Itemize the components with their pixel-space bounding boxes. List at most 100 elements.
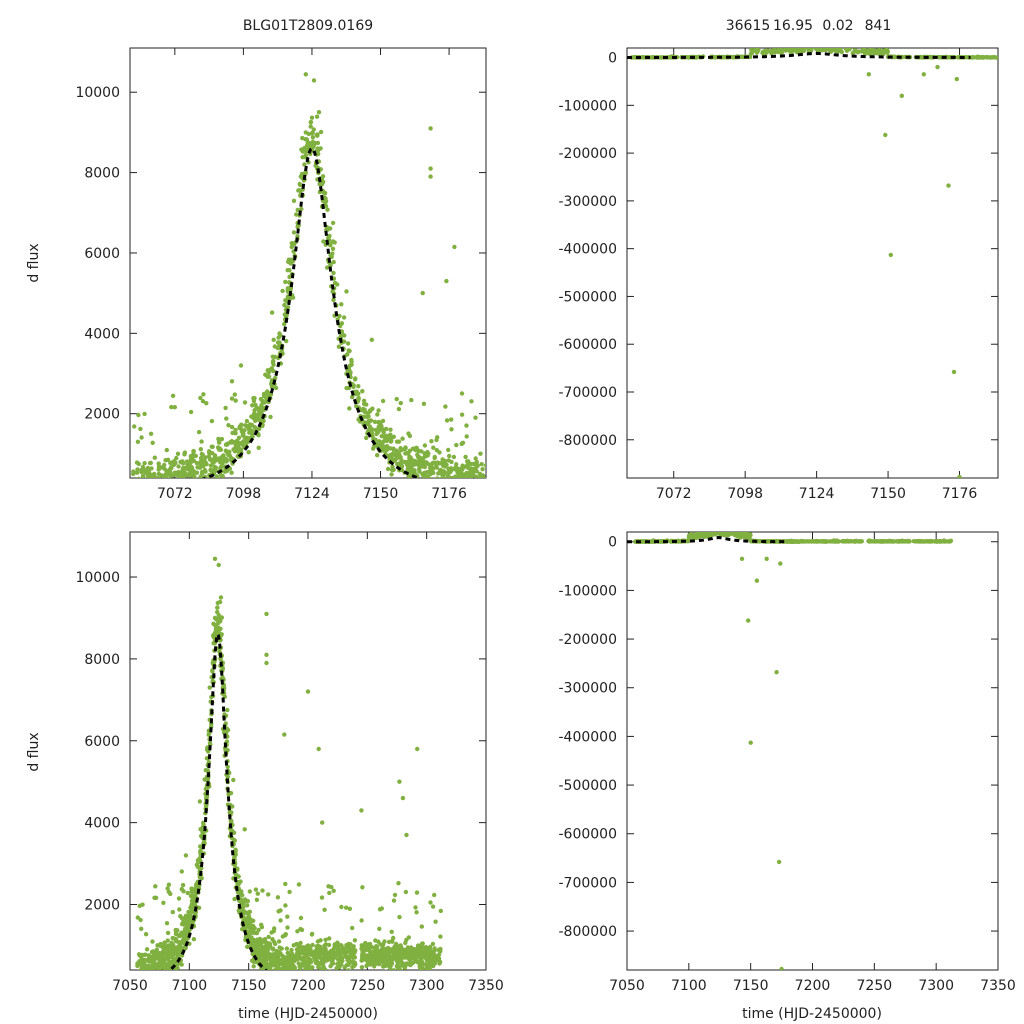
data-point bbox=[372, 959, 377, 964]
data-point bbox=[208, 457, 213, 462]
x-tick-label: 7150 bbox=[231, 978, 267, 994]
data-point bbox=[316, 147, 321, 152]
data-point bbox=[469, 487, 473, 491]
data-point bbox=[134, 470, 140, 475]
data-point bbox=[757, 539, 763, 544]
outlier-point bbox=[954, 76, 959, 82]
data-point bbox=[141, 973, 145, 977]
data-point bbox=[315, 939, 321, 944]
data-point bbox=[287, 274, 292, 280]
data-point bbox=[133, 479, 137, 483]
data-point bbox=[132, 478, 136, 482]
data-point bbox=[218, 472, 224, 478]
data-point bbox=[232, 896, 237, 902]
data-point bbox=[738, 535, 743, 540]
data-points bbox=[629, 48, 998, 478]
data-point bbox=[269, 968, 274, 970]
data-point bbox=[403, 889, 409, 895]
y-tick-label: 8000 bbox=[84, 166, 120, 182]
data-point bbox=[284, 338, 289, 344]
x-tick-label: 7050 bbox=[112, 978, 148, 994]
data-point bbox=[260, 947, 265, 952]
data-point bbox=[214, 629, 220, 634]
outlier-point bbox=[420, 290, 425, 296]
data-point bbox=[132, 495, 136, 499]
data-point bbox=[392, 944, 398, 949]
data-point bbox=[286, 972, 290, 976]
data-point bbox=[197, 799, 203, 804]
data-point bbox=[685, 538, 690, 544]
data-point bbox=[468, 479, 472, 483]
data-point bbox=[380, 442, 385, 447]
data-point bbox=[245, 944, 250, 949]
data-point bbox=[216, 447, 222, 452]
data-point bbox=[405, 450, 410, 456]
data-point bbox=[820, 48, 825, 52]
data-point bbox=[279, 979, 283, 983]
outlier-point bbox=[428, 166, 433, 171]
data-point bbox=[303, 967, 308, 970]
data-point bbox=[135, 483, 139, 487]
outlier-point bbox=[866, 72, 871, 77]
data-point bbox=[414, 890, 420, 895]
data-point bbox=[270, 937, 275, 942]
data-point bbox=[329, 254, 334, 260]
data-point bbox=[253, 415, 258, 420]
data-point bbox=[269, 979, 273, 983]
data-point bbox=[212, 455, 218, 460]
data-point bbox=[382, 939, 387, 944]
data-point bbox=[467, 470, 473, 475]
data-point bbox=[140, 473, 146, 478]
data-point bbox=[754, 50, 759, 55]
data-point bbox=[270, 354, 275, 359]
data-point bbox=[332, 280, 338, 286]
data-point bbox=[149, 967, 155, 970]
data-point bbox=[179, 962, 184, 967]
outlier-point bbox=[921, 72, 926, 77]
data-point bbox=[161, 979, 165, 983]
data-point bbox=[869, 539, 874, 544]
data-point bbox=[283, 279, 288, 285]
data-point bbox=[137, 482, 141, 486]
outlier-point bbox=[264, 611, 269, 617]
data-point bbox=[152, 972, 156, 976]
data-point bbox=[282, 967, 288, 970]
data-point bbox=[165, 480, 169, 484]
data-point bbox=[738, 532, 743, 536]
data-point bbox=[164, 921, 170, 926]
data-point bbox=[271, 978, 275, 982]
data-point bbox=[202, 458, 207, 464]
data-point bbox=[270, 957, 275, 963]
data-point bbox=[145, 484, 149, 488]
data-point bbox=[361, 401, 367, 407]
data-point bbox=[412, 946, 417, 952]
data-point bbox=[323, 937, 328, 942]
data-point bbox=[165, 976, 169, 980]
data-point bbox=[232, 392, 237, 397]
data-point bbox=[816, 48, 821, 50]
data-point bbox=[483, 490, 487, 494]
data-point bbox=[204, 776, 210, 781]
data-point bbox=[218, 595, 224, 600]
data-point bbox=[209, 444, 214, 449]
data-point bbox=[236, 435, 242, 440]
data-point bbox=[154, 476, 159, 478]
data-point bbox=[285, 972, 289, 976]
data-point bbox=[894, 539, 899, 544]
outlier-point bbox=[148, 431, 154, 436]
data-point bbox=[139, 965, 144, 970]
xlabel-left: time (HJD-2450000) bbox=[238, 1006, 378, 1022]
data-point bbox=[393, 456, 398, 462]
data-point bbox=[311, 127, 316, 132]
data-point bbox=[456, 481, 460, 485]
data-point bbox=[217, 458, 223, 463]
data-point bbox=[170, 935, 175, 941]
data-point bbox=[849, 539, 854, 544]
data-point bbox=[296, 188, 301, 193]
data-point bbox=[309, 932, 315, 937]
data-point bbox=[140, 493, 144, 497]
x-tick-label: 7072 bbox=[656, 486, 692, 502]
data-points bbox=[135, 556, 443, 983]
data-point bbox=[765, 48, 771, 53]
data-point bbox=[273, 385, 279, 391]
